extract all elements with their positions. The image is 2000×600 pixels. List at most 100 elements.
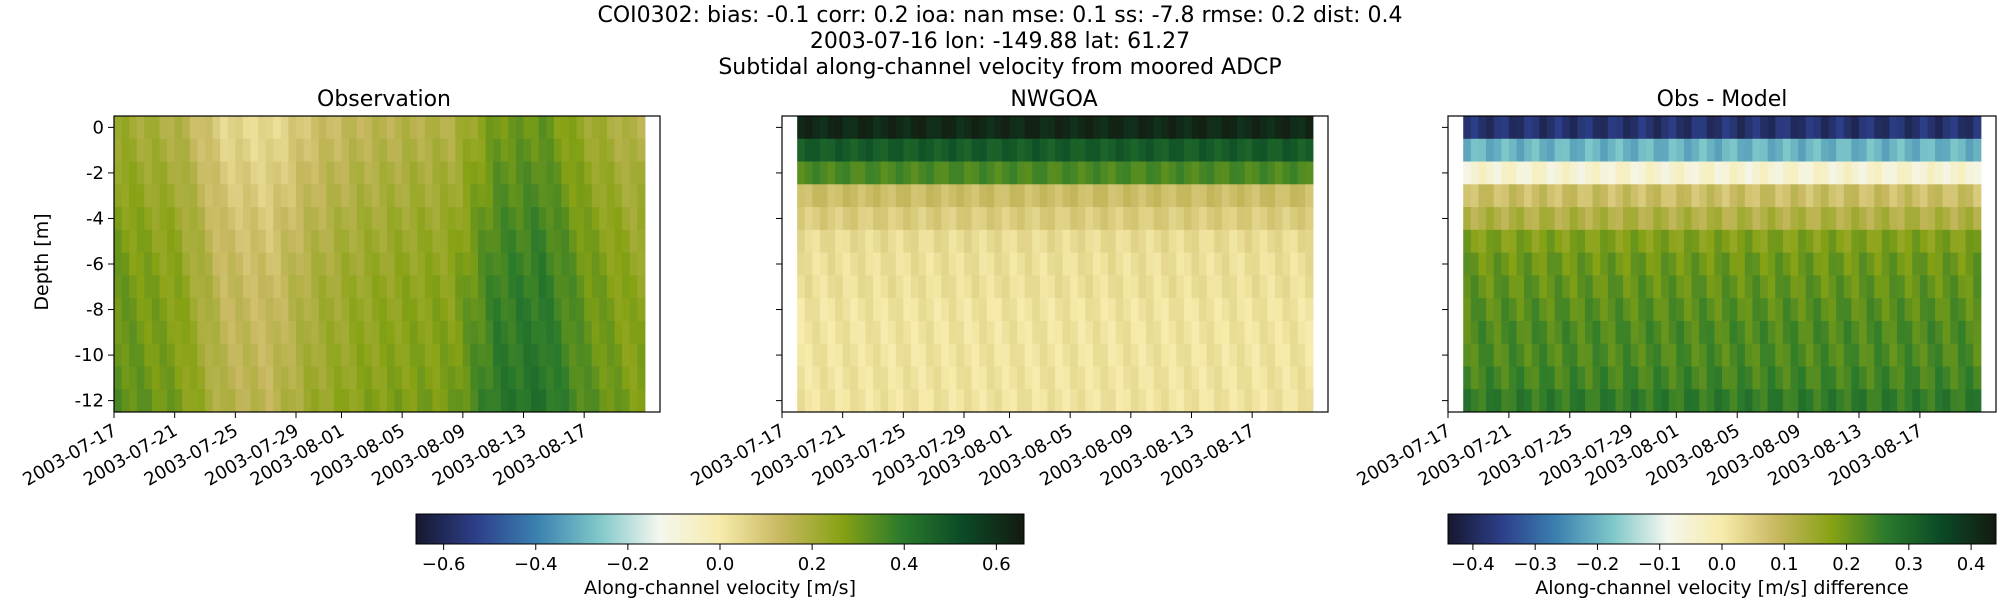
heatmap-cell <box>1493 116 1502 140</box>
heatmap-cell <box>903 343 912 367</box>
heatmap-cell <box>1259 116 1268 140</box>
heatmap-cell <box>819 207 829 231</box>
heatmap-cell <box>1463 184 1472 208</box>
heatmap-cell <box>1935 138 1944 162</box>
heatmap-cell <box>1828 320 1837 345</box>
heatmap-cell <box>288 229 297 254</box>
heatmap-cell <box>1282 252 1291 276</box>
heatmap-cell <box>159 138 168 162</box>
heatmap-cell <box>1615 366 1624 390</box>
heatmap-cell <box>614 161 623 185</box>
heatmap-cell <box>174 229 183 254</box>
heatmap-cell <box>462 116 472 140</box>
heatmap-cell <box>303 275 312 299</box>
heatmap-cell <box>1290 229 1299 254</box>
heatmap-cell <box>189 138 199 162</box>
heatmap-cell <box>1092 366 1102 390</box>
heatmap-cell <box>1055 298 1064 322</box>
heatmap-cell <box>1661 184 1670 208</box>
heatmap-cell <box>1577 389 1586 413</box>
heatmap-cell <box>971 229 980 254</box>
heatmap-cell <box>584 343 593 367</box>
heatmap-cell <box>341 320 350 345</box>
heatmap-cell <box>1146 161 1155 185</box>
heatmap-cell <box>1229 320 1238 345</box>
heatmap-cell <box>402 389 411 413</box>
heatmap-cell <box>167 275 176 299</box>
heatmap-cell <box>1859 252 1868 276</box>
heatmap-cell <box>1259 184 1268 208</box>
heatmap-cell <box>296 252 305 276</box>
heatmap-cell <box>1123 184 1132 208</box>
heatmap-cell <box>265 366 274 390</box>
heatmap-cell <box>1214 207 1223 231</box>
heatmap-cell <box>561 138 570 162</box>
heatmap-cell <box>341 389 350 413</box>
heatmap-cell <box>1199 116 1208 140</box>
heatmap-cell <box>1645 138 1655 162</box>
y-tick-label: -6 <box>86 254 104 275</box>
heatmap-cell <box>865 320 874 345</box>
heatmap-cell <box>1501 229 1510 254</box>
heatmap-cell <box>174 389 183 413</box>
heatmap-cell <box>296 366 305 390</box>
heatmap-cell <box>227 389 236 413</box>
heatmap-cell <box>349 298 358 322</box>
heatmap-cell <box>948 116 958 140</box>
heatmap-cell <box>1676 161 1685 185</box>
heatmap-cell <box>835 184 844 208</box>
heatmap-cell <box>280 298 290 322</box>
heatmap-cell <box>1297 252 1306 276</box>
heatmap-cell <box>1546 229 1556 254</box>
heatmap-cell <box>220 389 229 413</box>
heatmap-cell <box>1737 366 1746 390</box>
heatmap-cell <box>318 320 327 345</box>
heatmap-cell <box>910 252 920 276</box>
heatmap-cell <box>1221 161 1231 185</box>
heatmap-cell <box>1554 366 1563 390</box>
heatmap-cell <box>508 366 517 390</box>
heatmap-cell <box>485 184 494 208</box>
heatmap-cell <box>1760 275 1769 299</box>
heatmap-cell <box>1828 275 1837 299</box>
heatmap-cell <box>857 229 867 254</box>
heatmap-cell <box>508 207 517 231</box>
heatmap-cell <box>933 275 942 299</box>
heatmap-cell <box>629 252 638 276</box>
heatmap-cell <box>546 343 555 367</box>
heatmap-cell <box>1554 298 1563 322</box>
heatmap-cell <box>827 366 836 390</box>
heatmap-cell <box>1017 275 1026 299</box>
heatmap-cell <box>1085 161 1094 185</box>
heatmap-cell <box>424 366 434 390</box>
heatmap-cell <box>531 207 540 231</box>
heatmap-cell <box>553 320 563 345</box>
heatmap-cell <box>850 389 859 413</box>
heatmap-cell <box>424 320 434 345</box>
title-line-3: Subtidal along-channel velocity from moo… <box>718 55 1281 80</box>
heatmap-cell <box>1957 207 1967 231</box>
heatmap-cell <box>850 343 859 367</box>
heatmap-cell <box>629 138 638 162</box>
heatmap-cell <box>387 343 396 367</box>
heatmap-cell <box>1828 298 1837 322</box>
heatmap-cell <box>1168 275 1177 299</box>
heatmap-cell <box>364 229 373 254</box>
heatmap-cell <box>1282 138 1291 162</box>
heatmap-cell <box>546 116 555 140</box>
heatmap-cell <box>1676 252 1685 276</box>
heatmap-cell <box>865 229 874 254</box>
heatmap-cell <box>569 275 578 299</box>
heatmap-cell <box>895 138 904 162</box>
heatmap-cell <box>1146 229 1155 254</box>
title-line-1: COI0302: bias: -0.1 corr: 0.2 ioa: nan m… <box>597 3 1402 28</box>
heatmap-cell <box>1070 298 1079 322</box>
heatmap-cell <box>1176 298 1185 322</box>
heatmap-cell <box>265 252 274 276</box>
heatmap-cell <box>1077 366 1086 390</box>
colorbar-tick-label: 0.1 <box>1770 554 1799 575</box>
heatmap-cell <box>1282 161 1291 185</box>
heatmap-cell <box>1463 252 1472 276</box>
heatmap-cell <box>1653 138 1662 162</box>
heatmap-cell <box>1729 116 1738 140</box>
